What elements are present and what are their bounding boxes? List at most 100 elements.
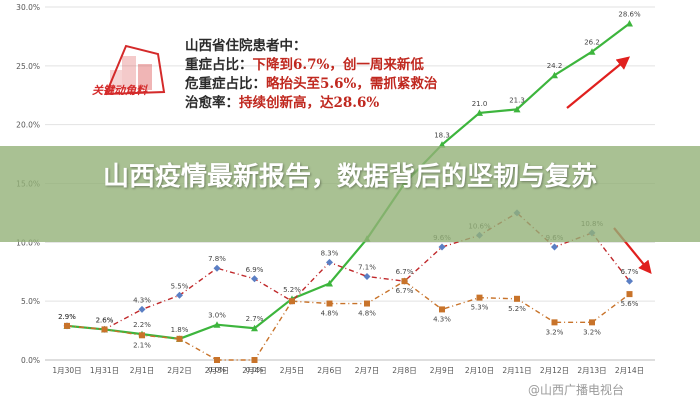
data-point	[289, 298, 295, 305]
data-label: 4.8%	[358, 310, 376, 318]
x-tick-label: 2月14日	[615, 366, 644, 375]
data-point	[213, 264, 221, 272]
data-point	[363, 272, 371, 280]
info-label: 治愈率：	[185, 95, 239, 111]
trend-up-arrow	[566, 56, 631, 109]
info-heading: 山西省住院患者中：	[185, 38, 307, 54]
data-label: 2.7%	[246, 315, 264, 323]
logo-text: 关键动角料	[92, 84, 147, 97]
data-point	[439, 306, 445, 313]
info-label: 重症占比：	[185, 57, 253, 73]
data-point	[364, 300, 370, 307]
data-point	[589, 319, 595, 326]
title-banner	[0, 146, 700, 242]
data-label: 2.2%	[133, 321, 151, 329]
y-tick-label: 20.0%	[16, 121, 40, 130]
info-value: 持续创新高，达28.6%	[239, 95, 380, 111]
data-point	[64, 322, 70, 329]
data-label: 4.8%	[321, 310, 339, 318]
x-tick-label: 2月13日	[577, 366, 606, 375]
y-tick-label: 0.0%	[21, 356, 40, 365]
data-point	[551, 319, 558, 326]
data-point	[476, 109, 483, 116]
data-label: 4.3%	[133, 296, 151, 304]
data-label: 7.1%	[358, 263, 376, 271]
x-tick-label: 2月1日	[130, 366, 155, 375]
series-lines	[66, 22, 631, 361]
data-point	[251, 357, 258, 363]
data-label: 2.1%	[133, 341, 151, 349]
y-tick-label: 10.0%	[16, 238, 40, 247]
data-point	[326, 300, 333, 307]
data-label: 6.7%	[621, 268, 639, 276]
data-point	[551, 243, 558, 251]
data-label: 24.2	[547, 62, 563, 70]
x-tick-label: 2月11日	[502, 366, 531, 375]
x-tick-label: 2月12日	[540, 366, 569, 375]
data-label: 18.3	[434, 132, 450, 140]
info-row-severe: 重症占比：下降到6.7%，创一周来新低	[185, 56, 437, 75]
x-tick-label: 2月6日	[317, 366, 342, 375]
data-point	[139, 332, 145, 339]
data-label: 1.8%	[171, 326, 189, 334]
x-tick-label: 2月4日	[242, 366, 267, 375]
data-label: 3.2%	[546, 328, 564, 336]
data-point	[626, 277, 633, 285]
series-line-severe	[66, 212, 631, 331]
data-label: 0.0%	[246, 366, 264, 374]
data-point	[588, 48, 596, 55]
info-row-critical: 危重症占比：略抬头至5.6%，需抓紧救治	[185, 75, 437, 94]
x-tick-label: 2月9日	[430, 366, 455, 375]
data-label: 8.3%	[321, 249, 339, 257]
x-tick-label: 1月30日	[52, 366, 81, 375]
series-line-critical	[66, 280, 630, 361]
y-tick-label: 30.0%	[16, 3, 40, 12]
data-label: 2.6%	[96, 316, 114, 324]
data-point	[176, 335, 183, 342]
x-tick-label: 2月8日	[392, 366, 417, 375]
data-label: 5.3%	[471, 304, 489, 312]
y-tick-label: 5.0%	[21, 297, 40, 306]
data-point	[214, 357, 220, 363]
data-point	[551, 71, 558, 79]
data-label: 21.3	[509, 96, 525, 104]
logo-icon	[104, 44, 166, 96]
data-label: 2.6%	[96, 316, 114, 324]
data-point	[514, 295, 520, 302]
data-label: 5.2%	[283, 286, 301, 294]
series-line-cure	[66, 22, 631, 340]
info-row-cure: 治愈率：持续创新高，达28.6%	[185, 94, 437, 113]
data-point	[326, 258, 333, 266]
info-label: 危重症占比：	[185, 76, 266, 92]
x-tick-label: 2月2日	[167, 366, 192, 375]
data-label: 3.0%	[208, 312, 226, 320]
data-label: 0.0%	[208, 366, 226, 374]
data-point	[476, 294, 483, 301]
data-label: 5.5%	[171, 282, 189, 290]
data-label: 6.7%	[396, 268, 414, 276]
data-label: 4.3%	[433, 315, 451, 323]
data-point	[401, 278, 408, 285]
data-label: 6.9%	[246, 266, 264, 274]
data-point	[213, 321, 221, 328]
data-label: 21.0	[472, 100, 488, 108]
data-point	[626, 19, 633, 27]
data-point	[438, 243, 446, 251]
data-label: 28.6%	[618, 10, 641, 18]
data-label: 3.2%	[583, 328, 601, 336]
y-tick-label: 25.0%	[16, 62, 40, 71]
x-axis: 1月30日 1月31日 2月1日 2月2日 2月3日 2月4日 2月5日 2月6日 2月7日 2月…	[52, 366, 644, 375]
data-point	[251, 275, 258, 283]
banner-title: 山西疫情最新报告，数据背后的坚韧与复苏	[102, 162, 597, 192]
x-tick-label: 1月31日	[90, 366, 119, 375]
info-value: 下降到6.7%，创一周来新低	[252, 57, 424, 73]
x-tick-label: 2月3日	[205, 366, 230, 375]
data-point	[138, 305, 146, 313]
watermark: @山西广播电视台	[528, 383, 625, 397]
data-label: 2.9%	[58, 313, 76, 321]
data-label: 5.6%	[621, 300, 639, 308]
data-label: 5.2%	[508, 305, 526, 313]
data-label: 26.2	[584, 39, 600, 47]
data-label: 6.7%	[396, 287, 414, 295]
